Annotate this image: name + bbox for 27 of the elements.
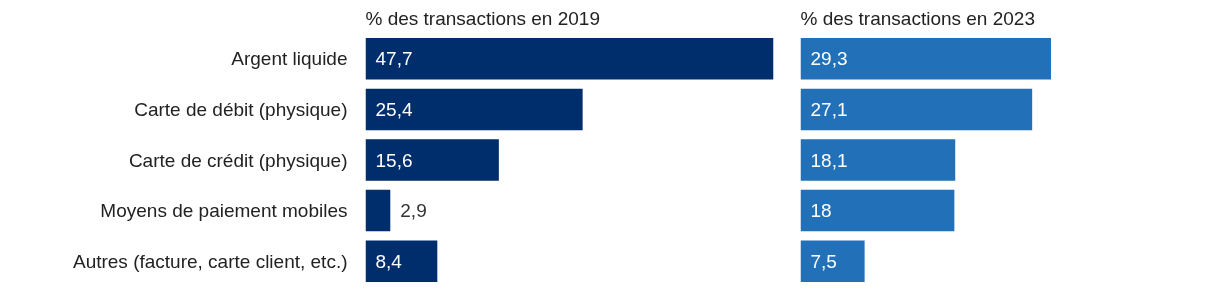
bar (800, 139, 956, 181)
data-label: 47,7 (375, 48, 413, 70)
data-label: 29,3 (810, 48, 848, 70)
data-label: 27,1 (810, 98, 848, 120)
y-tick-label: Carte de débit (physique) (134, 98, 348, 120)
data-label: 25,4 (375, 98, 413, 120)
y-tick-label: Moyens de paiement mobiles (100, 200, 348, 222)
y-tick-label: Autres (facture, carte client, etc.) (72, 250, 348, 272)
y-tick-label: Argent liquide (231, 48, 348, 70)
bar (365, 189, 391, 232)
data-label: 7,5 (810, 250, 837, 272)
bar (365, 38, 774, 80)
y-tick-label: Carte de crédit (physique) (128, 149, 348, 171)
bar (800, 189, 955, 232)
bar (365, 240, 438, 282)
data-label: 18,1 (810, 149, 848, 171)
data-label: 15,6 (375, 149, 413, 171)
bar (800, 240, 865, 282)
bar (365, 139, 499, 181)
data-label: 2,9 (400, 200, 427, 222)
bar (800, 38, 1051, 80)
chart-title: % des transactions en 2019 (365, 7, 600, 29)
bar (800, 88, 1033, 131)
bar (365, 88, 583, 131)
chart-title: % des transactions en 2023 (800, 7, 1035, 29)
data-label: 8,4 (375, 250, 403, 272)
data-label: 18 (810, 200, 832, 222)
